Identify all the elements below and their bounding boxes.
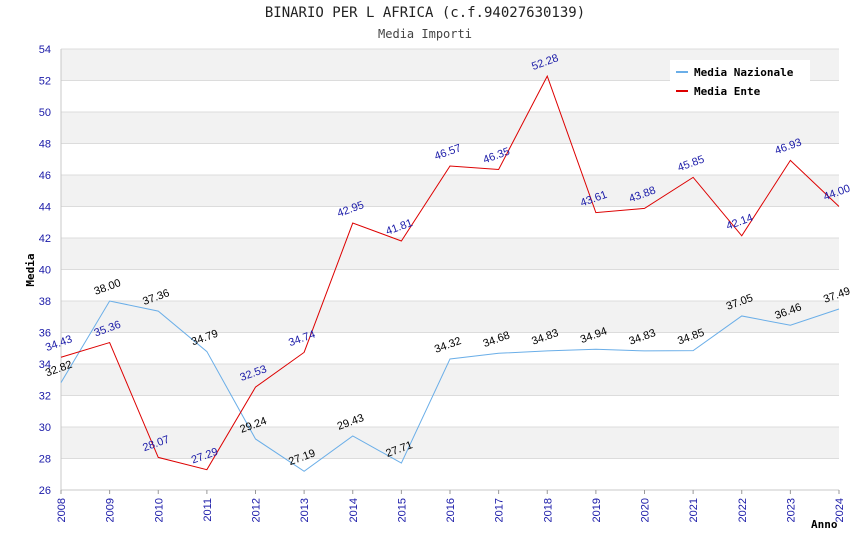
- grid-band: [61, 143, 839, 175]
- y-tick-label: 48: [39, 139, 51, 151]
- x-tick-label: 2018: [542, 498, 554, 522]
- x-tick-label: 2016: [445, 498, 457, 522]
- axes: 26 28 30 32 34 36 38 40 42 44 46 48 50 52 54 2008 2009 20…: [24, 44, 846, 531]
- x-tick-label: 2015: [396, 498, 408, 522]
- grid-band: [61, 238, 839, 270]
- grid-band: [61, 364, 839, 396]
- y-tick-label: 42: [39, 233, 51, 245]
- x-tick-label: 2008: [56, 498, 68, 522]
- x-tick-label: 2014: [348, 498, 360, 522]
- grid-band: [61, 301, 839, 333]
- x-tick-label: 2012: [251, 498, 263, 522]
- x-tick-label: 2023: [785, 498, 797, 522]
- legend-box: [670, 60, 810, 102]
- grid-bands: [61, 49, 839, 490]
- x-tick-label: 2020: [640, 498, 652, 522]
- y-tick-label: 32: [39, 391, 51, 403]
- x-axis-label: Anno: [811, 518, 838, 531]
- y-tick-label: 54: [39, 44, 51, 56]
- y-tick-label: 30: [39, 422, 51, 434]
- series-lines: [60, 74, 840, 472]
- grid-band: [61, 269, 839, 301]
- legend: Media Nazionale Media Ente: [670, 60, 810, 102]
- grid-band: [61, 395, 839, 427]
- y-tick-label: 38: [39, 296, 51, 308]
- x-tick-label: 2019: [591, 498, 603, 522]
- x-tick-label: 2021: [688, 498, 700, 522]
- y-tick-label: 28: [39, 454, 51, 466]
- series-line-media-nazionale: [60, 300, 840, 472]
- grid-band: [61, 112, 839, 144]
- y-tick-label: 34: [39, 359, 51, 371]
- x-tick-label: 2024: [834, 498, 846, 522]
- chart-title: BINARIO PER L AFRICA (c.f.94027630139): [264, 5, 586, 21]
- y-tick-label: 40: [39, 265, 51, 277]
- x-tick-label: 2009: [105, 498, 117, 522]
- grid-band: [61, 206, 839, 238]
- y-tick-label: 46: [39, 170, 51, 182]
- chart-subtitle: Media Importi: [378, 27, 472, 41]
- grid-band: [61, 458, 839, 490]
- y-tick-label: 36: [39, 328, 51, 340]
- y-tick-label: 52: [39, 76, 51, 88]
- legend-label: Media Ente: [694, 85, 761, 98]
- grid-band: [61, 427, 839, 459]
- x-tick-label: 2013: [299, 498, 311, 522]
- legend-label: Media Nazionale: [694, 66, 794, 79]
- x-tick-label: 2022: [737, 498, 749, 522]
- x-tick-label: 2011: [202, 498, 214, 522]
- x-tick-label: 2010: [153, 498, 165, 522]
- y-tick-label: 44: [39, 202, 51, 214]
- x-tick-label: 2017: [494, 498, 506, 522]
- series-line-media-ente: [60, 74, 840, 471]
- grid-band: [61, 175, 839, 207]
- y-tick-label: 50: [39, 107, 51, 119]
- y-tick-label: 26: [39, 485, 51, 497]
- y-axis-label: Media: [24, 253, 37, 286]
